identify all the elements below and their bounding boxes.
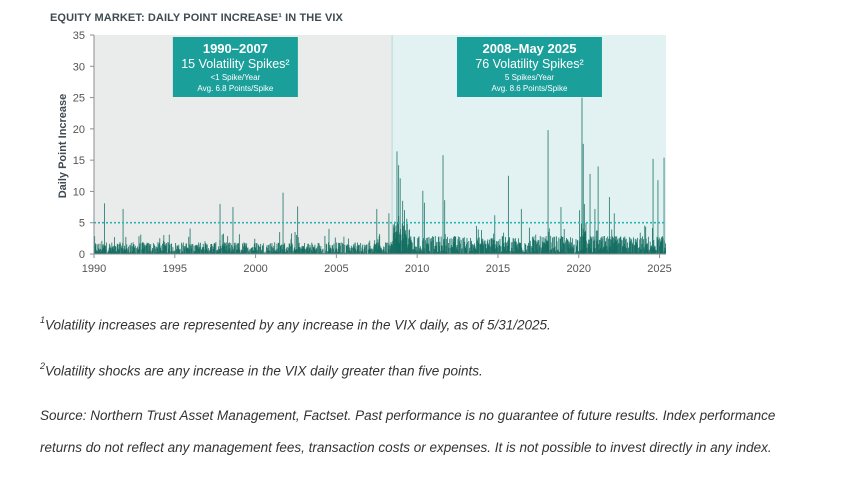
y-axis-label: Daily Point Increase (57, 94, 69, 199)
chart-title: EQUITY MARKET: DAILY POINT INCREASE¹ IN … (50, 12, 343, 24)
source-line-2: returns do not reflect any management fe… (40, 440, 772, 455)
footnote-1: 1Volatility increases are represented by… (40, 315, 551, 333)
x-tick-label: 1995 (163, 263, 187, 275)
callout-rate: 5 Spikes/Year (505, 73, 554, 82)
callout-heading: 2008–May 2025 (482, 41, 576, 56)
footnote-2: 2Volatility shocks are any increase in t… (40, 361, 483, 379)
y-tick-label: 10 (73, 186, 85, 198)
callout-subheading: 76 Volatility Spikes² (475, 57, 583, 71)
callout-box (172, 37, 298, 97)
callout-average: Avg. 6.8 Points/Spike (197, 84, 273, 93)
callout-box (456, 37, 602, 97)
callout-average: Avg. 8.6 Points/Spike (492, 84, 568, 93)
x-tick-label: 2005 (324, 263, 348, 275)
footnote-1-text: Volatility increases are represented by … (45, 317, 551, 333)
y-axis: 0 5 10 15 20 25 30 35 (73, 30, 95, 261)
callout-subheading: 15 Volatility Spikes² (181, 57, 289, 71)
y-tick-label: 20 (73, 124, 85, 136)
callout-heading: 1990–2007 (203, 41, 268, 56)
x-tick-label: 2025 (647, 263, 671, 275)
x-tick-label: 2015 (486, 263, 510, 275)
y-tick-label: 30 (73, 61, 85, 73)
era-backgrounds (94, 35, 666, 254)
x-tick-label: 2000 (243, 263, 267, 275)
bars-series (93, 97, 667, 254)
footnote-1-marker: 1 (40, 315, 46, 325)
x-tick-label: 2020 (567, 263, 591, 275)
y-tick-label: 15 (73, 155, 85, 167)
gridlines (90, 34, 94, 255)
x-axis: 1990 1995 2000 2005 2010 2015 2020 2025 (82, 253, 672, 275)
footnote-2-marker: 2 (40, 361, 46, 371)
x-tick-label: 2010 (405, 263, 429, 275)
y-tick-label: 35 (73, 30, 85, 42)
source-line-1: Source: Northern Trust Asset Management,… (40, 408, 776, 423)
y-tick-label: 0 (79, 249, 85, 261)
callout-rate: <1 Spike/Year (211, 73, 261, 82)
y-tick-label: 25 (73, 93, 85, 105)
footnote-2-text: Volatility shocks are any increase in th… (45, 363, 483, 379)
y-tick-label: 5 (79, 218, 85, 230)
x-tick-label: 1990 (82, 263, 106, 275)
